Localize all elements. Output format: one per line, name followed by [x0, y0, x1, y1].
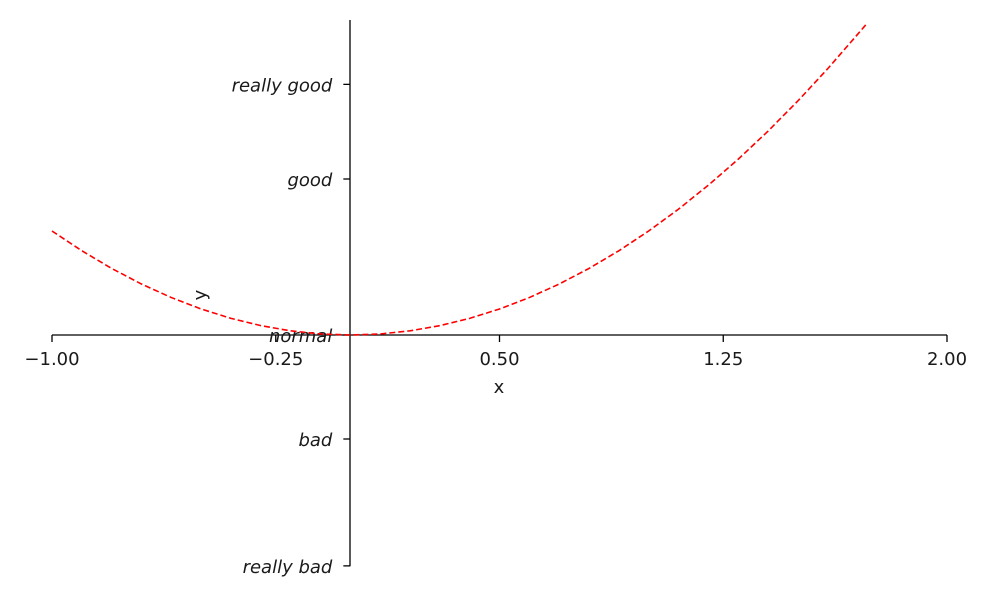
x-tick-label: 2.00: [927, 349, 967, 370]
y-tick-label: really bad: [243, 557, 333, 578]
x-ticks: −1.00 −0.25 0.50 1.25 2.00: [24, 335, 967, 370]
x-tick-label: −1.00: [24, 349, 79, 370]
y-ticks: really bad bad normal good really good: [232, 75, 351, 578]
y-tick-label: normal: [269, 326, 332, 347]
y-axis-title: y: [190, 289, 211, 300]
x-axis-title: x: [494, 377, 505, 398]
x-tick-label: −0.25: [248, 349, 303, 370]
series-line: [51, 23, 868, 336]
y-tick-label: good: [287, 170, 332, 191]
x-tick-label: 0.50: [479, 349, 519, 370]
y-tick-label: really good: [232, 75, 333, 96]
x-tick-label: 1.25: [703, 349, 743, 370]
y-tick-label: bad: [298, 430, 332, 451]
